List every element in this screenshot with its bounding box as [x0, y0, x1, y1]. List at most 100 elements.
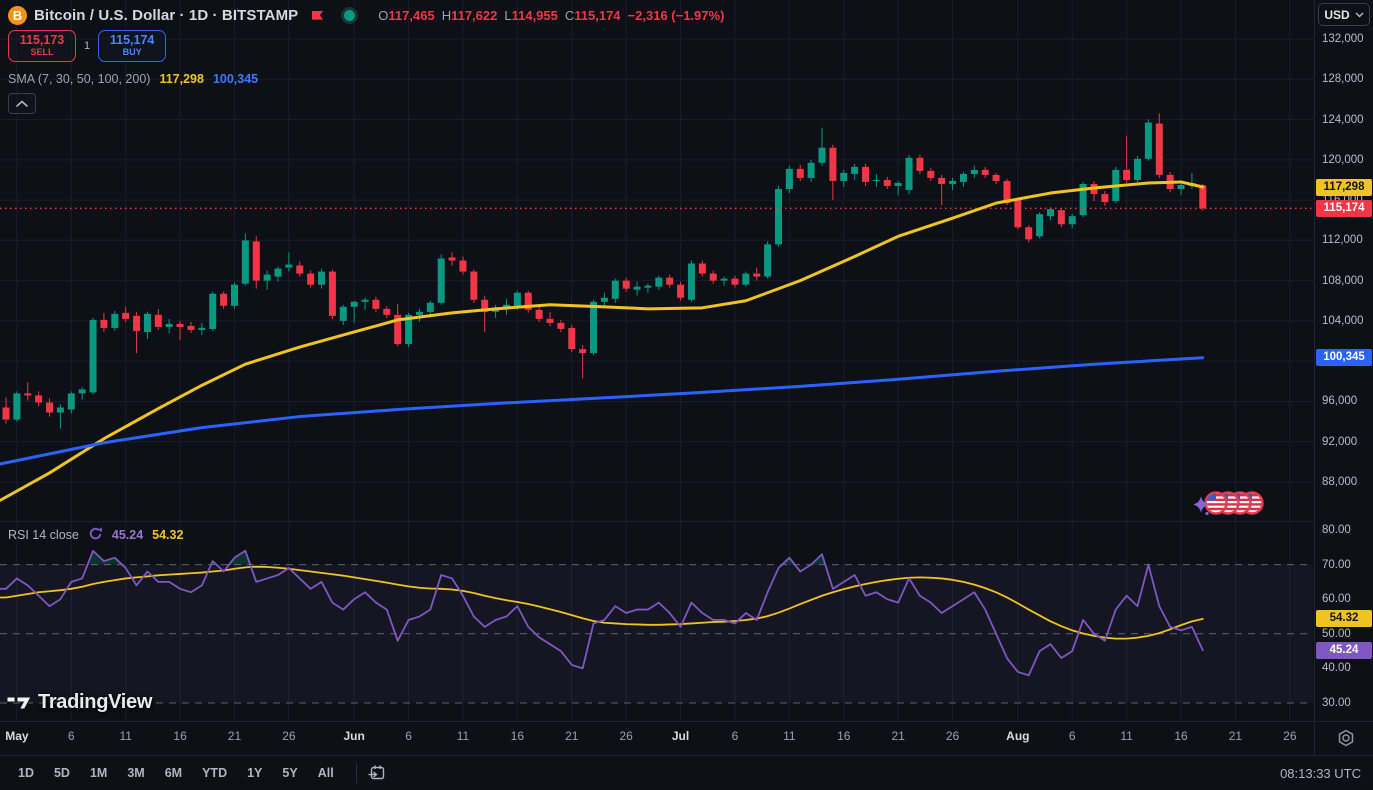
price-axis[interactable]: 88,00092,00096,000100,000104,000108,0001…: [1314, 0, 1373, 755]
low-value: 114,955: [511, 7, 558, 23]
candle: [1177, 184, 1185, 190]
us-flag-coins-sticker[interactable]: [1193, 491, 1264, 516]
price-tag: 45.24: [1316, 641, 1372, 659]
sparkle-icon: [1193, 496, 1209, 513]
price-axis-label: 128,000: [1322, 73, 1364, 86]
candle: [111, 313, 119, 328]
sell-price: 115,173: [19, 33, 65, 47]
range-button-1y[interactable]: 1Y: [247, 766, 263, 780]
price-axis-label: 88,000: [1322, 476, 1358, 488]
candle: [1046, 209, 1054, 217]
candle: [807, 162, 815, 178]
bitcoin-icon: B: [8, 5, 27, 25]
range-button-all[interactable]: All: [317, 766, 334, 780]
candle: [1057, 210, 1065, 225]
tradingview-logo-icon: [6, 696, 32, 709]
sell-button[interactable]: 115,173 SELL: [8, 30, 76, 62]
rsi-value: 45.24: [111, 528, 144, 542]
candle: [1079, 183, 1087, 216]
candle: [611, 280, 619, 299]
sma-legend[interactable]: SMA (7, 30, 50, 100, 200) 117,298 100,34…: [8, 72, 258, 86]
time-axis-label: 26: [945, 729, 960, 743]
range-button-1d[interactable]: 1D: [18, 766, 34, 780]
candle: [46, 402, 54, 413]
candle: [361, 299, 369, 302]
time-axis-label: 6: [67, 729, 75, 743]
range-button-ytd[interactable]: YTD: [202, 766, 228, 780]
candle: [285, 264, 293, 268]
sma-fast-value: 117,298: [159, 72, 204, 86]
candle: [546, 318, 554, 323]
candle: [579, 349, 587, 354]
candle: [981, 169, 989, 175]
axis-settings-gear-icon[interactable]: [1336, 728, 1356, 753]
utc-clock[interactable]: 08:13:33 UTC: [1280, 765, 1361, 781]
time-axis-label: 11: [119, 729, 132, 743]
candle: [383, 308, 391, 315]
candle: [698, 263, 706, 274]
candle: [687, 263, 695, 300]
candle: [230, 284, 238, 306]
chart-surface[interactable]: [0, 0, 1313, 722]
candle: [133, 315, 141, 331]
candle: [862, 166, 870, 182]
rsi-ma-value: 54.32: [152, 528, 184, 542]
candle: [318, 271, 326, 285]
candle: [2, 407, 10, 420]
candle: [829, 147, 837, 181]
time-axis-label: 16: [837, 729, 851, 743]
candle: [1014, 200, 1022, 228]
rsi-legend[interactable]: RSI 14 close 45.24 54.32: [8, 526, 183, 544]
candle: [470, 271, 478, 300]
candle: [187, 325, 195, 330]
candle: [644, 285, 652, 288]
candle: [677, 284, 685, 298]
candle: [753, 273, 761, 277]
candle: [1134, 158, 1142, 180]
rsi-axis-label: 60.00: [1322, 593, 1351, 606]
candle: [774, 189, 782, 245]
time-axis-label: Jun: [343, 729, 365, 743]
candle: [949, 180, 957, 184]
market-status-icon[interactable]: [341, 6, 359, 24]
candle: [13, 393, 21, 420]
rsi-refresh-icon[interactable]: [88, 526, 103, 544]
time-axis-label: 6: [1068, 729, 1076, 743]
candle: [568, 327, 576, 350]
price-axis-label: 96,000: [1322, 395, 1358, 408]
flag-icon[interactable]: [310, 8, 325, 23]
time-axis-label: 16: [173, 729, 187, 743]
price-axis-label: 120,000: [1322, 153, 1364, 166]
range-button-1m[interactable]: 1M: [89, 766, 108, 780]
price-axis-label: 124,000: [1322, 113, 1364, 126]
symbol-title[interactable]: Bitcoin / U.S. Dollar · 1D · BITSTAMP: [34, 6, 299, 24]
range-button-6m[interactable]: 6M: [164, 766, 183, 780]
candle: [938, 177, 946, 184]
time-axis-label: Aug: [1006, 729, 1030, 743]
candle: [655, 277, 663, 287]
candle: [176, 323, 184, 327]
range-button-3m[interactable]: 3M: [127, 766, 145, 780]
collapse-legend-button[interactable]: [8, 93, 36, 114]
trade-buttons-row: 115,173 SELL 1 115,174 BUY: [8, 30, 167, 62]
candle: [24, 393, 32, 396]
candle: [600, 297, 608, 302]
range-button-5d[interactable]: 5D: [53, 766, 70, 780]
time-axis[interactable]: May 6 11 16 21 26 Jun 6 11 16 21 26 Jul 6 11 16 21 26 Aug 6…: [0, 721, 1373, 756]
currency-dropdown[interactable]: USD: [1318, 3, 1370, 26]
time-axis-label: 11: [456, 729, 470, 743]
candle: [796, 168, 804, 178]
buy-button[interactable]: 115,174 BUY: [98, 30, 167, 62]
price-tag: 54.32: [1316, 610, 1372, 628]
range-button-5y[interactable]: 5Y: [282, 766, 298, 780]
rsi-line: [0, 549, 1204, 677]
close-value: 115,174: [574, 7, 621, 23]
price-axis-label: 132,000: [1322, 33, 1364, 45]
go-to-date-icon[interactable]: [367, 763, 387, 783]
candle: [143, 313, 151, 332]
time-axis-label: 21: [565, 729, 579, 743]
candle: [927, 170, 935, 178]
candle: [252, 241, 260, 281]
candle: [1068, 216, 1076, 225]
